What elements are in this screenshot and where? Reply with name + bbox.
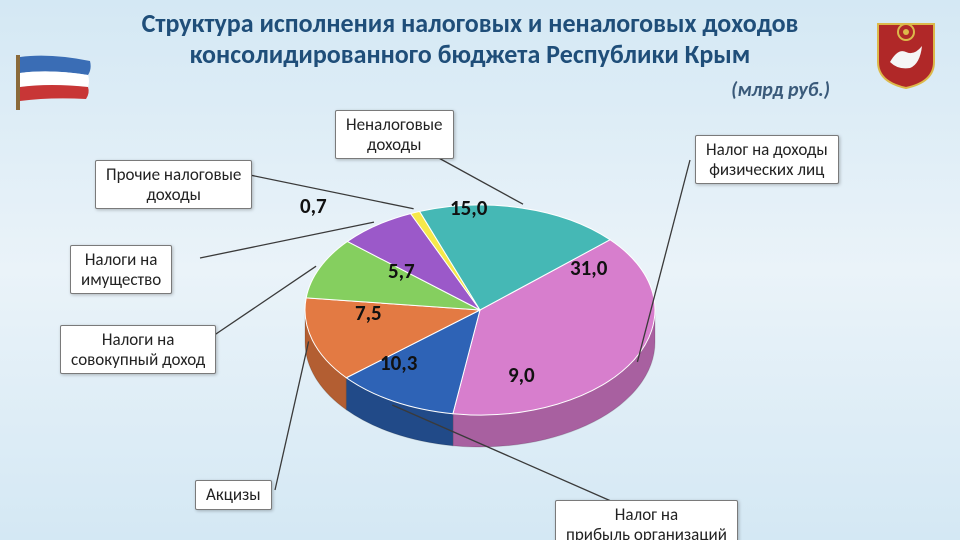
slice-value: 15,0 (450, 195, 487, 221)
region-crest-icon (870, 18, 942, 90)
slice-label-box: Акцизы (195, 480, 272, 510)
slice-label-box: Налоги насовокупный доход (60, 325, 216, 374)
title-line1: Структура исполнения налоговых и неналог… (142, 7, 799, 39)
title-line2: консолидированного бюджета Республики Кр… (190, 38, 751, 70)
slice-label-box: Налог на доходыфизических лиц (695, 135, 839, 184)
slice-label-box: Налог наприбыль организаций (555, 500, 738, 540)
slice-value: 9,0 (508, 362, 535, 388)
slice-value: 10,3 (380, 350, 417, 376)
slice-value: 31,0 (570, 255, 607, 281)
slice-value: 0,7 (300, 193, 327, 219)
subtitle-units: (млрд руб.) (731, 78, 830, 102)
chart-title: Структура исполнения налоговых и неналог… (60, 8, 880, 70)
slice-label-box: Неналоговыедоходы (335, 110, 454, 159)
slice-label-box: Налоги наимущество (70, 245, 172, 294)
slice-label-box: Прочие налоговыедоходы (95, 160, 252, 209)
pie-chart: Налог на доходыфизических лиц 31,0 Налог н… (0, 100, 960, 540)
slice-value: 7,5 (355, 300, 382, 326)
slice-value: 5,7 (388, 258, 415, 284)
